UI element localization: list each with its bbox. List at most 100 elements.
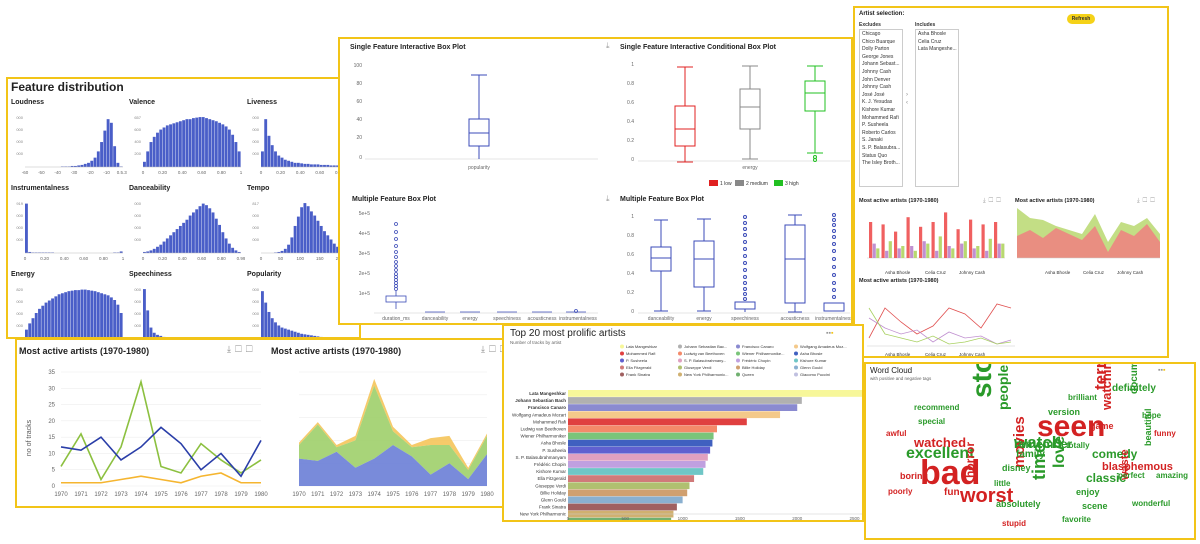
mini-legend-1[interactable]: Asha Bhosle <box>885 270 911 275</box>
prolific-legend-item[interactable]: Frank Sinatra <box>626 372 651 377</box>
prolific-legend-item[interactable]: Giuseppe Verdi <box>684 365 711 370</box>
exclude-option[interactable]: S. Janaki <box>862 137 883 144</box>
prolific-toolbar-icons[interactable]: ▪▪▪ <box>826 330 834 337</box>
mini-bar <box>972 248 976 258</box>
prolific-legend-item[interactable]: Ella Fitzgerald <box>626 365 651 370</box>
exclude-option[interactable]: Dolly Parton <box>862 46 890 53</box>
prolific-legend-item[interactable]: Asha Bhosle <box>800 351 823 356</box>
histogram-bar <box>214 218 218 253</box>
mini-legend-4[interactable]: Asha Bhosle <box>1045 270 1071 275</box>
prolific-legend-item[interactable]: Johann Sebastian Bac... <box>684 344 727 349</box>
multi-left-y-tick: 2e+5 <box>359 271 370 277</box>
mini-legend-2[interactable]: Celia Cruz <box>925 270 947 275</box>
artist-chart2-title: Most active artists (1970-1980) <box>1015 198 1095 204</box>
exclude-option[interactable]: Roberto Carlos <box>862 129 896 136</box>
prolific-bar-label: Johann Sebastian Bach <box>515 398 566 403</box>
multi-left-y-tick: 3e+5 <box>359 251 370 257</box>
download-icon-area[interactable]: ⤓☐☐ <box>481 344 511 354</box>
prolific-legend-item[interactable]: Lata Mangeshkar <box>626 344 658 349</box>
include-option[interactable]: Asha Bhosle <box>918 31 947 37</box>
prolific-legend-item[interactable]: Mohammed Rafi <box>626 351 655 356</box>
prolific-legend-item[interactable]: New York Philharmonic... <box>684 372 728 377</box>
series-line <box>60 378 262 482</box>
download-icon[interactable]: ⤓ <box>606 41 610 50</box>
mini-bar <box>926 243 930 258</box>
prolific-legend-item[interactable]: Glenn Gould <box>800 365 822 370</box>
histogram-bar <box>156 132 159 167</box>
mini-legend-6[interactable]: Johnny Cash <box>1117 270 1144 275</box>
histogram-x-tick: 0.20 <box>158 170 167 175</box>
histogram-y-tick: 000 <box>252 139 259 144</box>
word-cloud-word: game <box>1090 421 1114 431</box>
include-option[interactable]: Lata Mangeshe... <box>918 46 957 53</box>
line-x-tick: 1973 <box>114 492 128 498</box>
histogram-bar <box>175 229 179 253</box>
excludes-list[interactable]: Chicago Chico Buarque Dolly Parton George J… <box>859 29 903 187</box>
includes-list[interactable]: Asha Bhosle Celia Cruz Lata Mangeshe... <box>915 29 959 187</box>
legend-medium[interactable]: 2 medium <box>746 181 768 187</box>
exclude-option[interactable]: Johnny Cash <box>862 68 892 75</box>
exclude-option[interactable]: Johnny Cash <box>862 84 892 91</box>
download-icon-2[interactable]: ⤓ <box>606 194 610 203</box>
histogram-bar <box>41 252 45 253</box>
multi-right-y-tick: 0.4 <box>627 271 634 277</box>
mini-bar <box>910 246 914 258</box>
move-left-arrow[interactable]: ‹ <box>906 100 908 106</box>
exclude-option[interactable]: George Jones <box>862 53 894 60</box>
exclude-option[interactable]: Johann Sebast... <box>862 61 900 68</box>
histogram-bar <box>336 246 339 253</box>
prolific-bar <box>568 425 717 433</box>
exclude-option[interactable]: Kishore Kumar <box>862 106 896 113</box>
prolific-legend-item[interactable]: P. Susheela <box>626 358 648 363</box>
word-cloud-word: comedy <box>1092 447 1138 461</box>
exclude-option[interactable]: P. Susheela <box>862 122 889 129</box>
histogram-bar <box>96 151 100 167</box>
single-y-tick: 20 <box>356 135 362 141</box>
histogram-bar <box>303 334 307 337</box>
prolific-legend-item[interactable]: Kishore Kumar <box>800 358 827 363</box>
exclude-option[interactable]: Mohammed Rafi <box>862 114 899 121</box>
word-cloud-toolbar-icons[interactable]: ▪▪▪ <box>1158 367 1166 374</box>
chart-toolbar-icons-2[interactable]: ⤓☐☐ <box>1137 198 1158 204</box>
chart-toolbar-icons[interactable]: ⤓☐☐ <box>983 198 1004 204</box>
exclude-option[interactable]: José José <box>862 91 885 98</box>
exclude-option[interactable]: Status Quo <box>862 152 888 159</box>
area-x-tick: 1978 <box>443 492 457 498</box>
histogram-bar <box>293 331 297 337</box>
mini-legend-5[interactable]: Celia Cruz <box>1083 270 1105 275</box>
mini-legend-9[interactable]: Johnny Cash <box>959 352 986 357</box>
prolific-legend-item[interactable]: Wolfgang Amadeus Moz... <box>800 344 847 349</box>
area-x-tick: 1973 <box>349 492 363 498</box>
exclude-option[interactable]: John Denver <box>862 76 891 83</box>
legend-high[interactable]: 3 high <box>785 181 799 187</box>
refresh-button[interactable]: Refresh <box>1067 14 1095 24</box>
prolific-legend-item[interactable]: Frédéric Chopin <box>742 358 770 363</box>
exclude-option[interactable]: Chicago <box>862 31 881 37</box>
word-cloud-word: amazing <box>1156 471 1189 480</box>
histogram-bar <box>119 251 123 253</box>
prolific-legend-item[interactable]: Queen <box>742 372 754 377</box>
exclude-option[interactable]: The Isley Broth... <box>862 160 900 167</box>
legend-low[interactable]: 1 low <box>720 181 732 187</box>
histogram-bar <box>274 151 277 167</box>
mini-legend-8[interactable]: Celia Cruz <box>925 352 947 357</box>
legend-dot <box>678 365 682 370</box>
mini-bar <box>935 250 939 258</box>
exclude-option[interactable]: S. P. Balasubra... <box>862 144 901 151</box>
exclude-option[interactable]: K. J. Yesudas <box>862 99 893 106</box>
exclude-option[interactable]: Chico Buarque <box>862 38 896 45</box>
histogram-bar <box>146 310 150 337</box>
prolific-legend-item[interactable]: Ludwig van Beethoven <box>684 351 724 356</box>
prolific-legend-item[interactable]: Francisco Canaro <box>742 344 774 349</box>
mini-legend-7[interactable]: Asha Bhosle <box>885 352 911 357</box>
mini-legend-3[interactable]: Johnny Cash <box>959 270 986 275</box>
prolific-legend-item[interactable]: Billie Holiday <box>742 365 765 370</box>
artist-area-chart <box>1017 208 1160 259</box>
download-icon-line[interactable]: ⤓☐☐ <box>227 344 257 354</box>
move-right-arrow[interactable]: › <box>906 92 908 98</box>
include-option[interactable]: Celia Cruz <box>918 38 942 45</box>
prolific-legend-item[interactable]: Wiener Philharmonike... <box>742 351 784 356</box>
prolific-legend-item[interactable]: Giacomo Puccini <box>800 372 830 377</box>
prolific-legend-item[interactable]: S. P. Balasubrahmany... <box>684 358 726 363</box>
